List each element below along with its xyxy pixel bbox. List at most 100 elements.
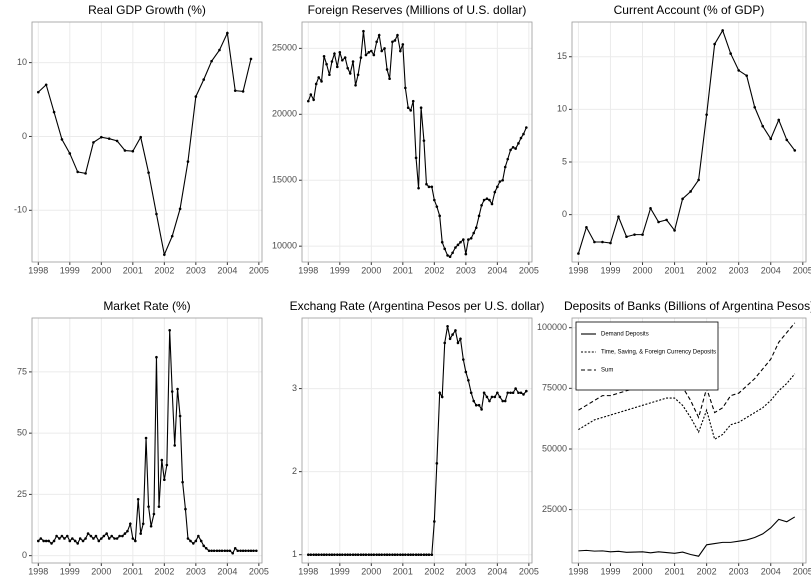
data-point — [341, 58, 344, 62]
chart-title: Market Rate (%) — [103, 299, 190, 313]
data-point — [202, 544, 206, 548]
data-point — [729, 52, 732, 55]
data-point — [141, 522, 145, 526]
data-point — [68, 152, 72, 155]
data-point — [192, 542, 195, 545]
data-point — [325, 62, 328, 66]
data-point — [115, 537, 119, 540]
x-tick-label: 2004 — [217, 265, 237, 275]
data-point — [425, 553, 428, 556]
x-tick-label: 2003 — [456, 566, 476, 576]
data-point — [346, 553, 349, 556]
data-point — [367, 51, 371, 54]
data-point — [228, 549, 232, 553]
x-tick-label: 2004 — [487, 566, 507, 576]
data-point — [438, 214, 441, 218]
data-point — [375, 553, 378, 556]
plot-border — [31, 21, 263, 263]
x-tick-label: 2004 — [217, 566, 237, 576]
data-point — [485, 197, 489, 201]
data-point — [322, 553, 326, 556]
data-point — [100, 537, 103, 540]
data-point — [399, 49, 402, 53]
data-point — [404, 86, 407, 90]
data-point — [126, 529, 129, 533]
data-point — [440, 240, 444, 244]
data-point — [144, 436, 148, 440]
data-point — [231, 551, 234, 555]
data-point — [525, 389, 528, 393]
data-point — [501, 178, 504, 182]
data-point — [446, 325, 449, 328]
data-point — [356, 553, 360, 556]
data-point — [414, 553, 418, 556]
data-point — [348, 553, 352, 556]
y-tick-label: 15000 — [272, 175, 297, 185]
data-point — [391, 553, 394, 556]
data-point — [356, 73, 360, 77]
data-point — [467, 378, 470, 382]
data-point — [189, 539, 192, 543]
data-point — [123, 149, 127, 152]
data-point — [446, 254, 449, 257]
data-point — [503, 165, 507, 169]
panel: Exchang Rate (Argentina Pesos per U.S. d… — [290, 299, 545, 576]
data-point — [391, 40, 394, 44]
y-tick-label: 25 — [17, 489, 27, 499]
chart-title: Exchang Rate (Argentina Pesos per U.S. d… — [290, 299, 545, 313]
data-point — [493, 395, 497, 399]
chart-title: Current Account (% of GDP) — [614, 3, 765, 17]
data-point — [462, 238, 465, 241]
data-point — [343, 56, 347, 59]
data-point — [107, 537, 111, 540]
data-point — [97, 539, 101, 543]
data-point — [665, 218, 668, 222]
data-point — [433, 520, 436, 523]
data-point — [204, 547, 208, 550]
data-point — [184, 507, 187, 511]
data-point — [226, 549, 229, 553]
data-point — [454, 246, 457, 249]
data-point — [341, 553, 344, 556]
y-tick-label: 25000 — [272, 43, 297, 53]
x-tick-label: 2005 — [519, 566, 539, 576]
data-point — [163, 253, 166, 256]
data-point — [609, 241, 612, 245]
data-point — [496, 185, 499, 189]
data-point — [451, 333, 454, 336]
panel: Real GDP Growth (%) 1998 1999 2000 2001 2002 2… — [14, 3, 269, 275]
x-tick-label: 2002 — [424, 566, 444, 576]
data-point — [411, 553, 415, 556]
data-point — [168, 328, 171, 332]
data-point — [517, 391, 520, 395]
data-point — [338, 51, 342, 54]
x-tick-label: 2003 — [729, 566, 749, 576]
data-point — [393, 553, 397, 556]
x-tick-label: 2001 — [665, 566, 685, 576]
data-point — [89, 534, 93, 538]
data-point — [777, 118, 781, 122]
data-point — [585, 225, 588, 229]
data-point — [307, 553, 310, 556]
data-point — [375, 40, 378, 44]
data-point — [60, 138, 64, 141]
data-point — [514, 387, 517, 390]
data-point — [480, 408, 483, 411]
plot-border — [301, 317, 533, 564]
data-point — [409, 553, 412, 556]
data-point — [474, 403, 478, 407]
data-point — [223, 549, 227, 553]
panel: Foreign Reserves (Millions of U.S. dolla… — [272, 3, 539, 275]
data-point — [328, 73, 331, 77]
x-tick-label: 2004 — [761, 566, 781, 576]
y-tick-label: 75 — [17, 366, 27, 376]
data-point — [362, 553, 365, 556]
data-point — [105, 532, 108, 535]
x-tick-label: 1999 — [330, 566, 350, 576]
data-point — [496, 391, 499, 395]
data-point — [383, 553, 386, 556]
data-point — [454, 329, 457, 332]
data-point — [317, 76, 320, 79]
data-point — [509, 391, 512, 395]
